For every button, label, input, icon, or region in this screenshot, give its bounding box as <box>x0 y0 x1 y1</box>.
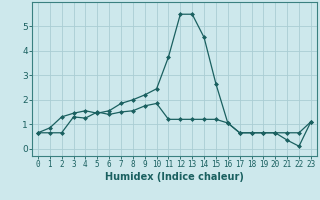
X-axis label: Humidex (Indice chaleur): Humidex (Indice chaleur) <box>105 172 244 182</box>
